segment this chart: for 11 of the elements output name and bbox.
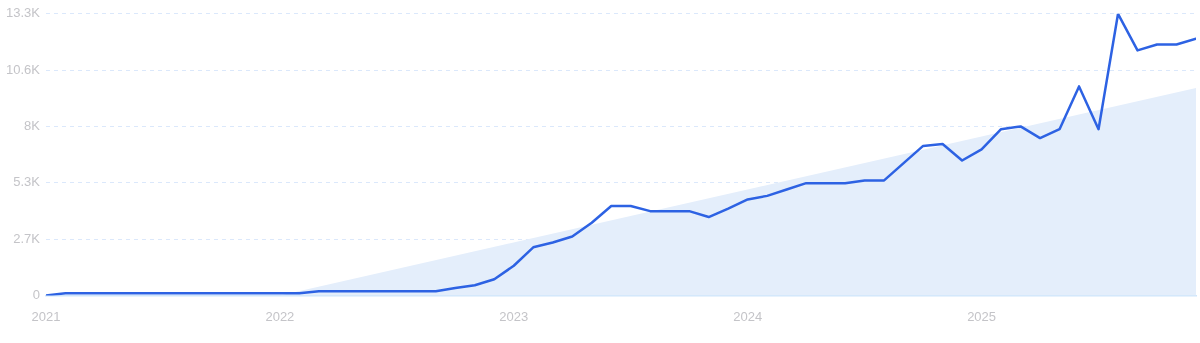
- y-tick-label: 0: [32, 286, 40, 302]
- y-tick-label: 8K: [24, 118, 41, 134]
- y-tick-label: 5.3K: [13, 174, 41, 190]
- x-tick-label: 2022: [265, 308, 295, 324]
- y-tick-label: 10.6K: [5, 61, 41, 77]
- x-tick-label: 2025: [967, 308, 997, 324]
- x-tick-label: 2024: [733, 308, 763, 324]
- y-tick-label: 2.7K: [13, 230, 41, 246]
- x-tick-label: 2021: [31, 308, 61, 324]
- y-tick-label: 13.3K: [5, 5, 41, 21]
- x-tick-label: 2023: [499, 308, 529, 324]
